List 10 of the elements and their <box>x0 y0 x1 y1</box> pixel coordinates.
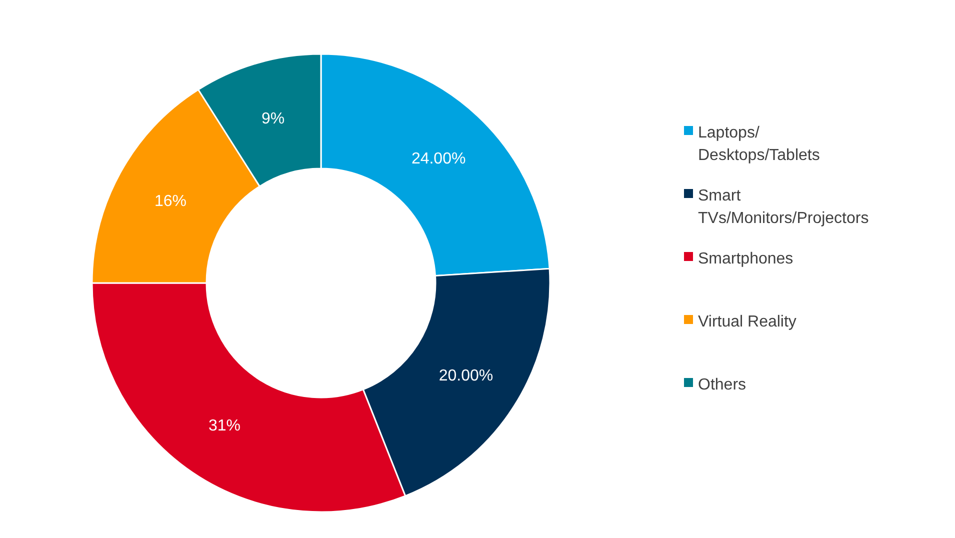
legend-label: Virtual Reality <box>698 314 796 331</box>
data-label: 16% <box>154 192 187 210</box>
data-label: 31% <box>208 418 240 435</box>
legend-label: Others <box>698 376 746 394</box>
data-label: 20.00% <box>438 368 494 385</box>
legend-label: Smart TVs/Monitors/Projectors <box>698 188 869 227</box>
data-label: 24.00% <box>411 150 466 168</box>
data-label: 9% <box>262 110 285 128</box>
legend-label: Laptops/ Desktops/Tablets <box>698 124 820 164</box>
legend-label: Smartphones <box>698 250 794 268</box>
